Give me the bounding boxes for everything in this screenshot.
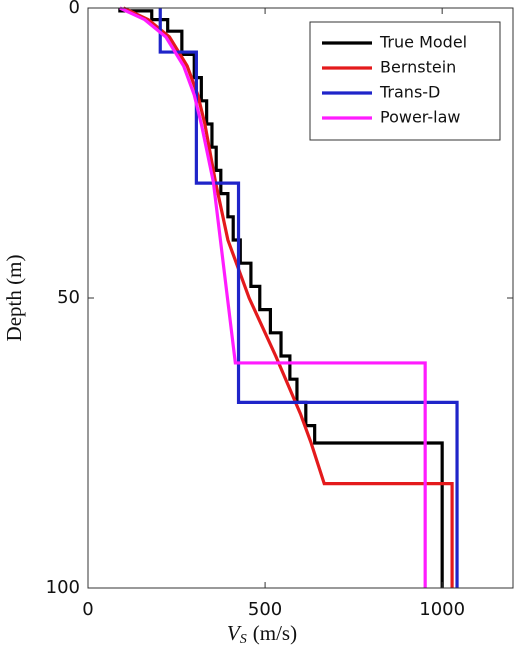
x-axis-title: VS (m/s)	[227, 621, 297, 647]
x-title-unit: (m/s)	[253, 621, 297, 645]
legend-label: Trans-D	[379, 83, 440, 102]
legend-label: True Model	[379, 33, 467, 52]
series-line	[119, 6, 427, 588]
series-line	[118, 8, 444, 588]
x-title-sub: S	[240, 632, 247, 647]
legend-label: Bernstein	[380, 58, 456, 77]
series-line	[158, 8, 459, 588]
x-title-main: V	[227, 621, 242, 645]
legend-box	[309, 21, 501, 141]
series-line	[122, 6, 454, 588]
y-tick-label: 100	[46, 577, 80, 598]
x-tick-label: 0	[82, 599, 93, 620]
y-tick-label: 50	[57, 287, 80, 308]
legend: True Model Bernstein Trans-D Power-law	[309, 21, 501, 141]
x-tick-label: 500	[248, 599, 282, 620]
legend-label: Power-law	[380, 108, 460, 127]
y-tick-label: 0	[69, 0, 80, 18]
x-tick-label: 1000	[419, 599, 465, 620]
y-axis-title: Depth (m)	[2, 255, 26, 342]
